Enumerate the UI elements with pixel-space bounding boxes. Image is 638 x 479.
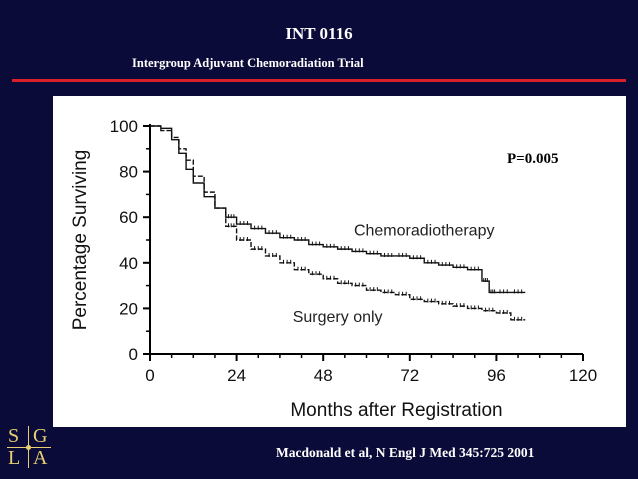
surgery-only-curve xyxy=(150,125,526,321)
x-tick-label: 48 xyxy=(314,366,333,385)
chemoradiotherapy-label: Chemoradiotherapy xyxy=(354,222,495,239)
axes: 0 20 40 60 80 100 0 24 48 72 96 120 xyxy=(110,117,598,385)
logo-letter: A xyxy=(33,447,48,469)
slide-subtitle: Intergroup Adjuvant Chemoradiation Trial xyxy=(132,56,364,70)
x-tick-label: 0 xyxy=(145,366,154,385)
logo-letter: G xyxy=(33,425,48,447)
logo-letter: S xyxy=(8,425,20,447)
y-axis-title: Percentage Surviving xyxy=(70,150,91,331)
chemoradiotherapy-curve xyxy=(150,125,526,294)
series-layer xyxy=(150,125,526,321)
x-axis-title: Months after Registration xyxy=(290,400,502,421)
y-tick-label: 20 xyxy=(119,299,138,318)
surgery-only-label: Surgery only xyxy=(293,309,383,326)
survival-chart: 0 20 40 60 80 100 0 24 48 72 96 120 Months after Re… xyxy=(70,117,598,421)
slide-title: INT 0116 xyxy=(285,24,353,43)
x-tick-label: 72 xyxy=(400,366,419,385)
logo-letter: L xyxy=(8,447,21,469)
y-tick-label: 60 xyxy=(119,208,138,227)
y-tick-label: 40 xyxy=(119,254,138,273)
x-tick-label: 120 xyxy=(569,366,597,385)
logo-center-dot xyxy=(26,445,31,450)
y-tick-label: 0 xyxy=(129,345,138,364)
sgla-logo: S G L A xyxy=(5,424,55,471)
x-tick-label: 96 xyxy=(487,366,506,385)
p-value-annotation: P=0.005 xyxy=(507,151,559,167)
y-tick-label: 100 xyxy=(110,117,138,136)
labels-layer: Months after Registration Percentage Surv… xyxy=(70,150,503,421)
y-tick-label: 80 xyxy=(119,163,138,182)
citation: Macdonald et al, N Engl J Med 345:725 20… xyxy=(276,445,535,460)
survival-figure: 0 20 40 60 80 100 0 24 48 72 96 120 Months after Re… xyxy=(53,96,626,427)
x-tick-label: 24 xyxy=(227,366,246,385)
title-divider xyxy=(12,79,626,82)
